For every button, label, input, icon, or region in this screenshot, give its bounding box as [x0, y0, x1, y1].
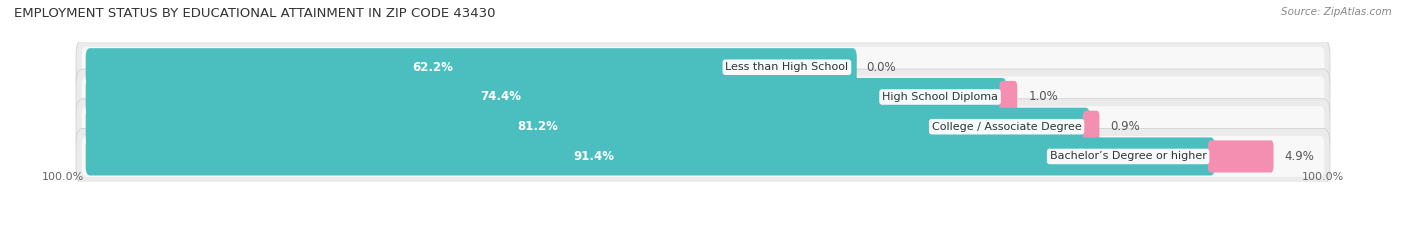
- Text: 74.4%: 74.4%: [479, 90, 520, 103]
- FancyBboxPatch shape: [86, 137, 1215, 175]
- Text: Bachelor’s Degree or higher: Bachelor’s Degree or higher: [1050, 151, 1206, 161]
- Text: 1.0%: 1.0%: [1028, 90, 1057, 103]
- Text: High School Diploma: High School Diploma: [882, 92, 998, 102]
- Text: 4.9%: 4.9%: [1285, 150, 1315, 163]
- FancyBboxPatch shape: [1000, 81, 1017, 113]
- FancyBboxPatch shape: [82, 136, 1324, 177]
- Text: EMPLOYMENT STATUS BY EDUCATIONAL ATTAINMENT IN ZIP CODE 43430: EMPLOYMENT STATUS BY EDUCATIONAL ATTAINM…: [14, 7, 495, 20]
- Text: 0.0%: 0.0%: [866, 61, 896, 74]
- Text: College / Associate Degree: College / Associate Degree: [932, 122, 1081, 132]
- Text: 100.0%: 100.0%: [1302, 172, 1344, 182]
- Text: 91.4%: 91.4%: [574, 150, 614, 163]
- FancyBboxPatch shape: [82, 47, 1324, 88]
- Text: Less than High School: Less than High School: [725, 62, 848, 72]
- FancyBboxPatch shape: [76, 39, 1330, 95]
- FancyBboxPatch shape: [1208, 140, 1274, 172]
- Text: 81.2%: 81.2%: [517, 120, 558, 133]
- Text: 0.9%: 0.9%: [1111, 120, 1140, 133]
- Text: 62.2%: 62.2%: [412, 61, 454, 74]
- FancyBboxPatch shape: [86, 108, 1090, 146]
- FancyBboxPatch shape: [1083, 111, 1099, 143]
- FancyBboxPatch shape: [86, 78, 1007, 116]
- Text: 100.0%: 100.0%: [42, 172, 84, 182]
- Text: Source: ZipAtlas.com: Source: ZipAtlas.com: [1281, 7, 1392, 17]
- FancyBboxPatch shape: [76, 69, 1330, 125]
- FancyBboxPatch shape: [76, 128, 1330, 184]
- FancyBboxPatch shape: [76, 99, 1330, 155]
- FancyBboxPatch shape: [86, 48, 856, 86]
- FancyBboxPatch shape: [82, 106, 1324, 147]
- FancyBboxPatch shape: [82, 76, 1324, 117]
